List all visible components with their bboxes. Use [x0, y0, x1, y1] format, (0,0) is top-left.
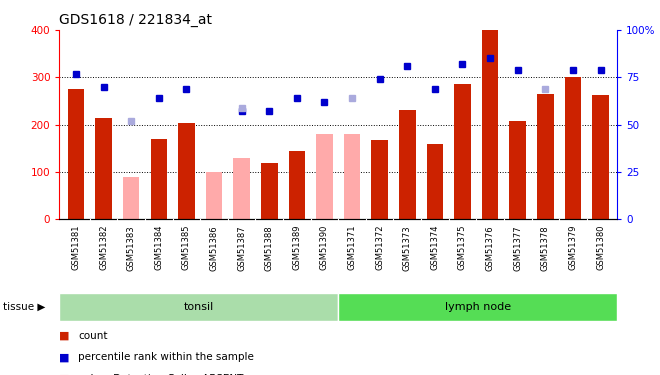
- Bar: [372, 140, 388, 219]
- Text: GSM51382: GSM51382: [99, 225, 108, 270]
- Text: GSM51390: GSM51390: [320, 225, 329, 270]
- Text: lymph node: lymph node: [445, 302, 511, 312]
- Bar: [68, 89, 84, 219]
- Text: GSM51372: GSM51372: [375, 225, 384, 270]
- Bar: [338, 292, 617, 321]
- Bar: [206, 172, 222, 219]
- Bar: [482, 30, 498, 219]
- Text: GSM51387: GSM51387: [237, 225, 246, 270]
- Text: GSM51385: GSM51385: [182, 225, 191, 270]
- Bar: [234, 158, 250, 219]
- Text: GSM51371: GSM51371: [348, 225, 356, 270]
- Text: GSM51378: GSM51378: [541, 225, 550, 270]
- Bar: [316, 134, 333, 219]
- Bar: [592, 95, 609, 219]
- Text: GSM51386: GSM51386: [209, 225, 218, 270]
- Bar: [426, 144, 443, 219]
- Text: ■: ■: [59, 374, 70, 375]
- Bar: [95, 118, 112, 219]
- Text: GDS1618 / 221834_at: GDS1618 / 221834_at: [59, 13, 213, 27]
- Bar: [454, 84, 471, 219]
- Text: ■: ■: [59, 352, 70, 362]
- Bar: [537, 94, 554, 219]
- Bar: [399, 110, 416, 219]
- Bar: [178, 123, 195, 219]
- Text: GSM51375: GSM51375: [458, 225, 467, 270]
- Text: tonsil: tonsil: [183, 302, 214, 312]
- Text: GSM51388: GSM51388: [265, 225, 274, 270]
- Text: GSM51373: GSM51373: [403, 225, 412, 270]
- Bar: [344, 134, 360, 219]
- Text: GSM51383: GSM51383: [127, 225, 136, 270]
- Bar: [150, 139, 167, 219]
- Text: ■: ■: [59, 331, 70, 340]
- Text: GSM51374: GSM51374: [430, 225, 440, 270]
- Text: GSM51381: GSM51381: [71, 225, 81, 270]
- Text: GSM51384: GSM51384: [154, 225, 163, 270]
- Text: value, Detection Call = ABSENT: value, Detection Call = ABSENT: [78, 374, 244, 375]
- Bar: [565, 77, 581, 219]
- Text: GSM51377: GSM51377: [513, 225, 522, 270]
- Text: count: count: [78, 331, 108, 340]
- Text: GSM51389: GSM51389: [292, 225, 302, 270]
- Text: GSM51379: GSM51379: [568, 225, 578, 270]
- Text: GSM51380: GSM51380: [596, 225, 605, 270]
- Text: percentile rank within the sample: percentile rank within the sample: [78, 352, 253, 362]
- Text: GSM51376: GSM51376: [486, 225, 494, 270]
- Bar: [510, 122, 526, 219]
- Bar: [288, 151, 305, 219]
- Bar: [123, 177, 139, 219]
- Bar: [59, 292, 338, 321]
- Bar: [261, 163, 277, 219]
- Text: tissue ▶: tissue ▶: [3, 302, 46, 312]
